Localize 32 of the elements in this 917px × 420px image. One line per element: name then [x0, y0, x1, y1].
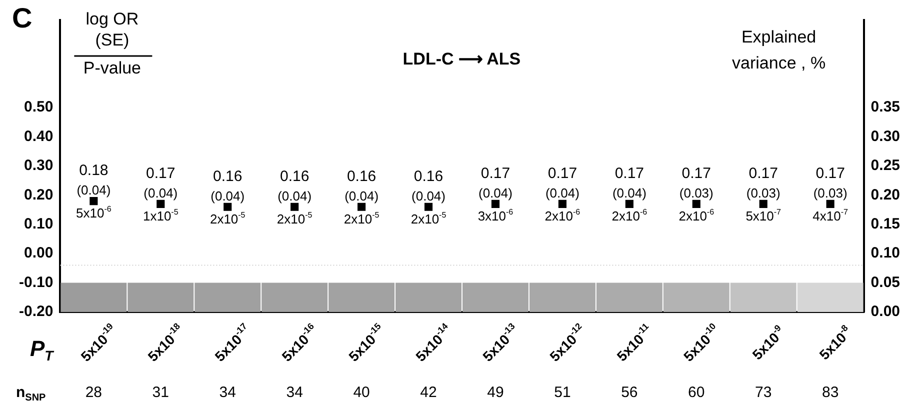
- text: 31: [152, 384, 169, 402]
- text: 40: [353, 384, 370, 402]
- y-tick-label: 0.00: [24, 244, 54, 262]
- text: 60: [688, 384, 705, 402]
- y2-tick-label: 0.20: [870, 186, 900, 204]
- y2-tick-label: 0.10: [870, 244, 900, 262]
- text: C: [12, 2, 32, 34]
- y-tick-label: 0.40: [24, 128, 54, 145]
- text: 73: [755, 384, 772, 402]
- y2-tick-label: 0.15: [870, 216, 900, 233]
- annotation: log OR (SE) P-value: [83, 10, 142, 78]
- y-tick-label: -0.20: [18, 303, 54, 320]
- text: 28: [85, 384, 102, 402]
- text: LDL-C ⟶ ALS: [402, 50, 521, 69]
- y2-axis-title: Explained variance , %: [732, 28, 826, 73]
- y-tick-label: -0.10: [18, 274, 54, 291]
- text: 83: [822, 384, 839, 402]
- y-tick-label: 0.10: [24, 216, 54, 233]
- y-tick-label: 0.30: [24, 157, 54, 174]
- y2-tick-label: 0.00: [870, 303, 900, 320]
- text: 34: [219, 384, 236, 402]
- y2-tick-label: 0.05: [870, 274, 900, 291]
- text: 49: [487, 384, 504, 402]
- y-tick-label: 0.50: [24, 98, 54, 116]
- y-tick-label: 0.20: [24, 186, 54, 204]
- y2-tick-label: 0.25: [870, 157, 900, 174]
- text: 56: [621, 384, 638, 402]
- text: 34: [286, 384, 303, 402]
- text: 42: [420, 384, 437, 402]
- y2-tick-label: 0.30: [870, 128, 900, 145]
- y2-tick-label: 0.35: [870, 98, 900, 116]
- text: 51: [554, 384, 571, 402]
